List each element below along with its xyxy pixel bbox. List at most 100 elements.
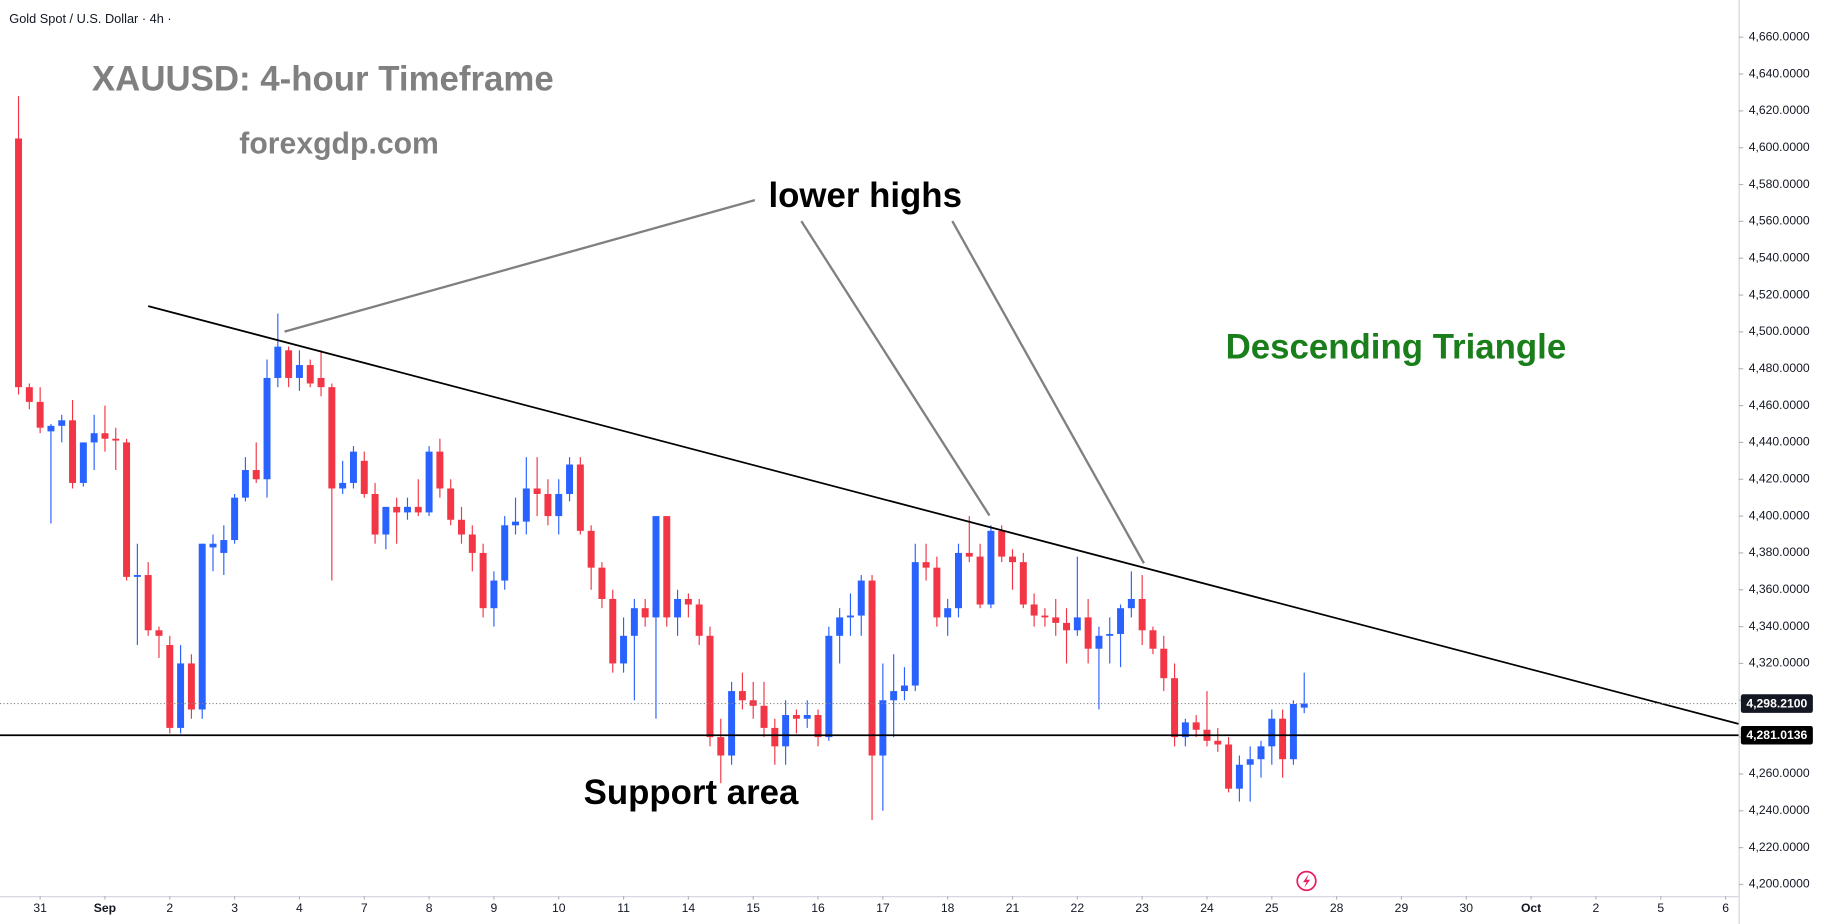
x-tick-label: 18 [941,901,955,915]
chart-title: XAUUSD: 4-hour Timeframe [92,60,554,99]
candle-body [198,543,206,710]
candle-body [231,497,239,541]
candle-body [285,350,293,378]
candle-body [468,534,476,553]
candle-body [976,556,984,605]
candle-body [1009,556,1016,563]
candle-body [738,691,746,701]
candle-body [349,451,357,483]
trendline [147,305,1739,725]
candle-body [1030,604,1038,616]
x-tick-label: Sep [94,901,116,915]
candle-body [252,470,260,480]
candle-body [814,715,822,738]
candle-body [1246,759,1254,765]
candle-body [112,438,120,441]
candle-body [1063,622,1071,631]
candle-body [598,567,606,599]
x-tick-label: 2 [1593,901,1600,915]
candle-body [79,442,87,483]
candle-body [101,433,109,439]
x-tick-label: 11 [617,901,630,915]
candle-body [382,506,390,535]
candle-body [533,488,541,494]
candle-body [944,608,952,618]
candle-body [1041,615,1049,618]
y-tick-label: 4,640.0000 [1749,66,1810,80]
candle-body [155,630,163,636]
candle-body [695,604,703,636]
candle-body [1160,648,1168,679]
candle-body [274,346,282,378]
candle-body [1289,703,1297,760]
y-tick-label: 4,520.0000 [1749,287,1810,301]
y-tick-label: 4,660.0000 [1749,29,1810,43]
candle-body [890,691,898,701]
price-tag-label: 4,281.0136 [1746,728,1807,742]
pointer-line [800,220,991,517]
candle-body [879,700,887,756]
y-tick-label: 4,240.0000 [1749,803,1810,817]
candle-body [1214,740,1222,745]
candle-body [1095,635,1103,649]
candle-body [371,493,379,535]
candle-body [241,470,249,498]
x-tick-label: 4 [296,901,303,915]
candle-body [1019,562,1027,605]
y-tick-label: 4,560.0000 [1749,214,1810,228]
x-tick-label: 16 [811,901,825,915]
candle-body [652,516,660,618]
candle-body [1192,722,1200,730]
y-tick-label: 4,480.0000 [1749,361,1810,375]
candle-body [490,580,498,609]
x-tick-label: 2 [166,901,173,915]
candle-body [782,715,790,747]
candle-body [1181,722,1189,738]
candle-body [339,482,347,489]
candle-body [47,425,55,432]
x-tick-label: 29 [1395,901,1409,915]
x-tick-label: 21 [1006,901,1020,915]
candle-body [1225,744,1233,789]
candle-body [825,635,833,738]
candle-body [1117,608,1125,634]
candle-body [479,552,487,609]
y-tick-label: 4,380.0000 [1749,545,1810,559]
y-tick-label: 4,320.0000 [1749,656,1810,670]
candle-body [576,464,584,531]
price-tag-label: 4,298.2100 [1746,696,1807,710]
subtitle: forexgdp.com [239,127,439,160]
candle-body [706,635,714,738]
candle-body [436,451,444,489]
candle-body [90,433,98,443]
x-tick-label: 8 [426,901,433,915]
candle-body [522,488,530,522]
candle-body [998,530,1006,557]
candle-body [133,575,141,577]
pointer-line [284,199,756,333]
candle-body [328,387,336,489]
alert-bolt[interactable] [1303,873,1311,888]
candle-body [209,543,217,548]
x-tick-label: 25 [1265,901,1279,915]
candle-body [360,460,368,494]
y-tick-label: 4,220.0000 [1749,840,1810,854]
alert-circle[interactable] [1296,870,1317,892]
x-tick-label: 31 [33,901,47,915]
candle-body [403,506,411,513]
candle-body [36,401,44,428]
price-tag [1740,725,1813,745]
candle-body [641,608,649,618]
y-tick-label: 4,540.0000 [1749,250,1810,264]
y-tick-label: 4,260.0000 [1749,766,1810,780]
candle-body [955,552,962,609]
y-tick-label: 4,620.0000 [1749,103,1810,117]
candle-body [1073,617,1081,631]
candle-body [1257,746,1265,760]
candle-body [447,488,455,520]
candle-body [58,420,66,426]
candle-body [630,608,638,636]
candle-body [187,663,195,710]
candle-body [544,493,552,517]
alert-icon[interactable] [1296,870,1317,892]
